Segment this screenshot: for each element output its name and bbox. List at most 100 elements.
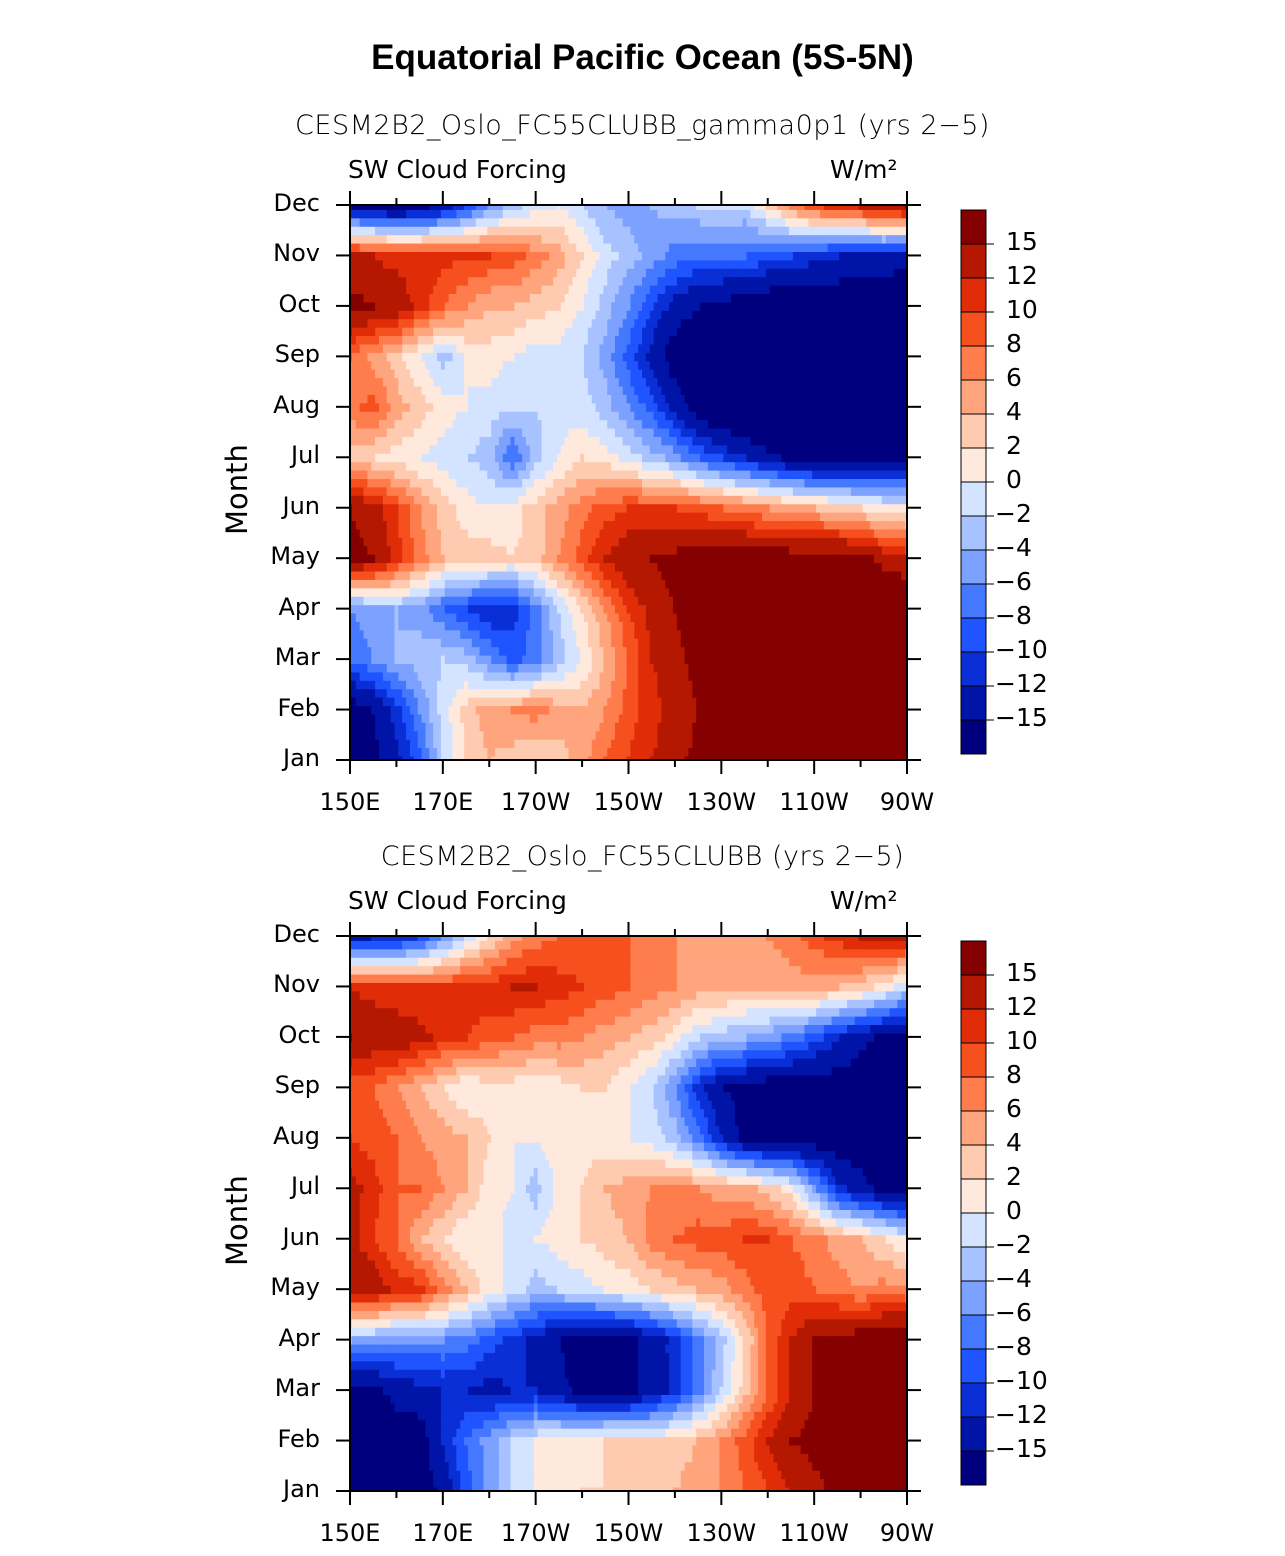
contour-cell: [738, 730, 744, 740]
contour-cell: [769, 730, 775, 740]
contour-cell: [777, 755, 782, 760]
contour-cell: [413, 587, 419, 597]
contour-cell: [479, 570, 485, 580]
contour-cell: [901, 646, 906, 656]
contour-cell: [522, 654, 527, 664]
contour-cell: [518, 688, 523, 698]
contour-cell: [723, 503, 728, 513]
contour-cell: [816, 680, 821, 690]
contour-cell: [560, 469, 566, 479]
contour-cell: [889, 654, 895, 664]
contour-cell: [866, 747, 871, 757]
contour-cell: [881, 688, 887, 698]
contour-cell: [375, 755, 380, 760]
contour-cell: [885, 570, 891, 580]
contour-cell: [653, 587, 659, 597]
contour-cell: [738, 604, 744, 614]
contour-cell: [355, 528, 361, 538]
contour-cell: [796, 747, 802, 757]
contour-cell: [452, 705, 458, 715]
contour-cell: [560, 596, 566, 606]
contour-cell: [529, 503, 535, 513]
contour-cell: [379, 604, 384, 614]
contour-cell: [502, 511, 508, 522]
contour-cell: [676, 688, 682, 698]
contour-cell: [502, 722, 508, 732]
contour-cell: [703, 553, 709, 564]
contour-cell: [425, 638, 430, 648]
contour-cell: [819, 713, 825, 723]
contour-cell: [475, 730, 481, 740]
contour-cell: [390, 570, 396, 580]
contour-cell: [351, 696, 357, 707]
contour-cell: [506, 486, 512, 496]
contour-cell: [584, 553, 589, 564]
contour-cell: [858, 629, 864, 639]
contour-cell: [847, 545, 852, 555]
contour-cell: [568, 646, 574, 656]
contour-cell: [425, 528, 430, 538]
contour-cell: [680, 654, 686, 664]
contour-cell: [630, 621, 636, 631]
contour-cell: [595, 587, 601, 597]
contour-cell: [529, 469, 535, 479]
contour-cell: [460, 469, 465, 479]
contour-cell: [549, 654, 554, 664]
contour-cell: [514, 503, 519, 513]
contour-cell: [456, 612, 461, 622]
contour-cell: [777, 503, 782, 513]
contour-cell: [703, 713, 709, 723]
contour-cell: [862, 545, 868, 555]
contour-cell: [870, 511, 875, 522]
contour-cell: [827, 495, 833, 505]
contour-cell: [533, 738, 539, 749]
contour-cell: [491, 570, 496, 580]
contour-cell: [738, 696, 744, 707]
contour-cell: [375, 495, 380, 505]
contour-cell: [877, 638, 883, 648]
contour-cell: [587, 486, 593, 496]
contour-cell: [413, 646, 419, 656]
contour-cell: [769, 495, 775, 505]
contour-cell: [889, 730, 895, 740]
contour-cell: [649, 671, 655, 681]
contour-cell: [881, 511, 887, 522]
contour-cell: [386, 629, 392, 639]
contour-cell: [541, 596, 547, 606]
contour-cell: [901, 663, 906, 673]
contour-cell: [533, 654, 539, 664]
contour-cell: [789, 663, 794, 673]
contour-cell: [665, 537, 670, 547]
contour-cell: [711, 596, 717, 606]
contour-cell: [634, 646, 639, 656]
contour-cell: [862, 596, 868, 606]
contour-cell: [614, 537, 620, 547]
contour-cell: [591, 696, 597, 707]
contour-cell: [758, 570, 763, 580]
contour-cell: [893, 596, 899, 606]
contour-cell: [626, 596, 632, 606]
contour-cell: [812, 520, 817, 530]
contour-cell: [881, 612, 887, 622]
contour-cell: [350, 738, 353, 749]
contour-cell: [417, 495, 423, 505]
contour-cell: [587, 545, 593, 555]
contour-cell: [781, 688, 786, 698]
contour-cell: [796, 688, 802, 698]
contour-cell: [769, 570, 775, 580]
contour-cell: [870, 612, 875, 622]
contour-cell: [634, 553, 639, 564]
contour-cell: [440, 730, 446, 740]
contour-cell: [467, 604, 473, 614]
contour-cell: [692, 671, 697, 681]
contour-cell: [831, 629, 837, 639]
contour-cell: [796, 511, 802, 522]
contour-cell: [471, 663, 477, 673]
contour-cell: [421, 553, 427, 564]
contour-cell: [614, 671, 620, 681]
contour-cell: [607, 503, 612, 513]
contour-cell: [889, 486, 895, 496]
contour-cell: [440, 612, 446, 622]
contour-cell: [854, 755, 860, 760]
contour-cell: [812, 654, 817, 664]
